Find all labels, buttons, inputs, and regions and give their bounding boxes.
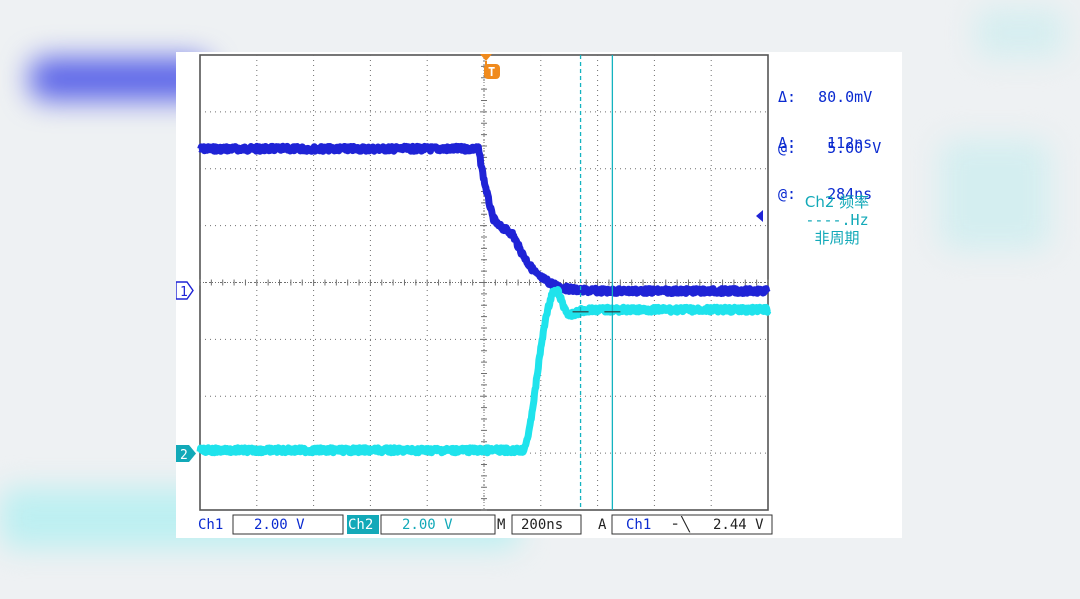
frequency-measurement: Ch2 频率 ----.Hz 非周期: [777, 193, 897, 247]
timebase-value: 200ns: [521, 517, 563, 533]
trigger-position-marker[interactable]: T: [480, 54, 500, 79]
traces: [196, 142, 772, 457]
trigger-box[interactable]: [611, 514, 773, 535]
v-at-label: @:: [778, 139, 797, 157]
trigger-level-arrow[interactable]: [756, 210, 763, 222]
ch1-ground-marker[interactable]: 1: [176, 281, 194, 300]
timebase-box[interactable]: [511, 514, 582, 535]
markers: 1 2 T: [176, 54, 763, 463]
ch2-scale: 2.00 V: [402, 517, 453, 533]
time-cursor-readout: Δ: 112ns @: 284ns: [778, 101, 872, 237]
trigger-level: 2.44 V: [713, 517, 764, 533]
t-delta-value: 112ns: [827, 134, 873, 152]
acquire-label: A: [598, 517, 607, 533]
measurement-title: Ch2 频率: [804, 193, 870, 211]
ch2-ground-marker[interactable]: 2: [176, 445, 196, 463]
ch2-status-label: Ch2: [348, 517, 373, 533]
v-delta-label: Δ:: [778, 88, 797, 106]
background-blur-right: [940, 140, 1050, 250]
graticule: [199, 54, 769, 511]
cursors: [572, 55, 621, 510]
ch1-marker-label: 1: [180, 285, 188, 300]
status-bar: Ch1 2.00 V Ch2 2.00 V M 200ns A Ch1 ╴╲ 2…: [198, 514, 773, 535]
ch1-status-label[interactable]: Ch1: [198, 517, 223, 533]
oscilloscope-screen: 1 2 T Δ: 80.0mV @: 5.00 V Δ: 112ns @: 284ns: [176, 52, 902, 538]
trigger-marker-label: T: [488, 65, 495, 79]
trigger-slope-icon: ╴╲: [672, 516, 691, 533]
ch1-trace: [197, 142, 771, 297]
t-at-value: 284ns: [827, 185, 873, 203]
ch2-status-badge[interactable]: [347, 515, 379, 534]
background-blur-right-top: [975, 8, 1065, 58]
measurement-value: ----.Hz: [805, 211, 869, 229]
v-at-value: 5.00 V: [827, 139, 882, 157]
t-at-label: @:: [778, 185, 797, 203]
t-delta-label: Δ:: [778, 134, 797, 152]
ch1-scale: 2.00 V: [254, 517, 305, 533]
ch2-trace: [196, 286, 772, 457]
ch2-marker-label: 2: [180, 448, 188, 463]
ch2-scale-box[interactable]: [380, 514, 496, 535]
voltage-cursor-readout: Δ: 80.0mV @: 5.00 V: [778, 55, 881, 191]
timebase-label: M: [497, 517, 505, 533]
measurement-note: 非周期: [814, 229, 860, 247]
v-delta-value: 80.0mV: [818, 88, 873, 106]
ch1-scale-box[interactable]: [232, 514, 344, 535]
trigger-source: Ch1: [626, 517, 651, 533]
waveform-display: 1 2 T: [176, 54, 772, 511]
